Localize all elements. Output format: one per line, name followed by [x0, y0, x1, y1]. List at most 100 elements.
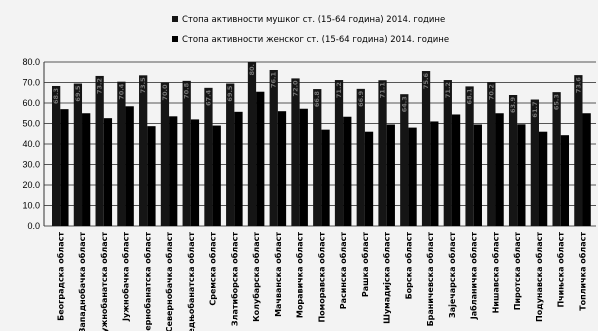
y-tick-label: 30.0	[22, 160, 40, 170]
bars	[52, 62, 591, 227]
bar-female	[125, 106, 134, 226]
x-tick-label: Јабланичка област	[469, 232, 479, 321]
data-label-male: 70.0	[161, 84, 169, 101]
x-tick-label: Расинска област	[338, 232, 348, 310]
bar-male	[204, 87, 213, 226]
bar-male	[247, 62, 257, 226]
x-tick-label: Рашка област	[360, 232, 370, 297]
bar-female	[451, 114, 461, 226]
bar-male	[530, 99, 539, 226]
bar-female	[538, 131, 548, 226]
data-label-male: 73.2	[96, 78, 104, 94]
y-tick-label: 10.0	[22, 201, 40, 211]
y-tick-label: 0.0	[27, 221, 40, 231]
legend-swatch-female	[172, 36, 178, 42]
data-label-male: 71.1	[379, 82, 387, 99]
data-label-male: 76.1	[270, 72, 278, 89]
bar-male	[52, 85, 61, 226]
y-axis: 0.0 10.0 20.0 30.0 40.0 50.0 60.0 70.0 80.0	[22, 57, 45, 231]
bar-female	[560, 135, 570, 226]
x-tick-label: Топличка област	[578, 232, 588, 311]
x-tick-label: Поморавска област	[316, 232, 326, 323]
x-tick-label: Колубарска област	[251, 232, 261, 322]
x-tick-label: Златиборска област	[229, 232, 239, 326]
bar-female	[386, 124, 395, 226]
legend: Стопа активности мушког ст. (15-64 годин…	[172, 15, 449, 45]
data-label-male: 69.5	[226, 85, 234, 102]
data-label-male: 68.3	[52, 88, 60, 104]
x-axis: Београдска област Западнобачка област Јужн…	[55, 232, 587, 331]
y-tick-label: 70.0	[22, 78, 40, 88]
data-label-male: 71.2	[444, 82, 452, 98]
y-tick-label: 80.0	[22, 57, 40, 67]
x-tick-label: Пчињска област	[556, 232, 566, 308]
legend-label-male: Стопа активности мушког ст. (15-64 годин…	[182, 15, 445, 25]
bar-male	[73, 83, 83, 227]
x-tick-label: Средњобанатска област	[186, 232, 196, 331]
x-tick-label: Сремска област	[208, 232, 218, 306]
y-tick-label: 20.0	[22, 180, 40, 190]
legend-label-female: Стопа активности женског ст. (15-64 годи…	[182, 35, 449, 45]
bar-female	[256, 91, 265, 226]
y-tick-label: 60.0	[22, 98, 40, 108]
bar-female	[495, 113, 504, 226]
bar-female	[277, 111, 287, 226]
data-label-male: 70.2	[487, 84, 495, 100]
bar-male	[95, 75, 104, 226]
x-tick-label: Моравичка област	[295, 232, 305, 318]
x-tick-label: Браничевска област	[425, 232, 435, 327]
data-label-male: 65.3	[553, 94, 561, 110]
bar-female	[147, 126, 156, 226]
x-tick-label: Шумадијска област	[382, 232, 392, 324]
bar-female	[582, 113, 591, 226]
x-tick-label: Западнобачка област	[77, 232, 87, 331]
bar-male	[139, 75, 148, 226]
x-tick-label: Јужнобанатска област	[99, 232, 109, 331]
data-label-male: 71.2	[335, 82, 343, 98]
x-tick-label: Нишавска област	[490, 232, 500, 314]
bar-male	[465, 86, 474, 227]
bar-male	[269, 69, 278, 227]
x-tick-label: Севернобачка област	[164, 232, 174, 331]
x-tick-label: Севернобанатска област	[142, 232, 152, 331]
data-label-male: 68.1	[466, 88, 474, 105]
data-label-male: 73.5	[139, 77, 147, 94]
bar-female	[60, 109, 69, 226]
data-label-male: 66.8	[313, 91, 321, 108]
x-tick-label: Београдска област	[55, 232, 65, 321]
data-label-male: 73.6	[574, 77, 582, 94]
bar-female	[234, 111, 243, 226]
bar-female	[190, 119, 200, 226]
x-tick-label: Мачванска област	[273, 232, 283, 317]
bar-male	[226, 83, 235, 227]
bar-male	[313, 89, 322, 226]
x-tick-label: Борска област	[403, 232, 413, 300]
data-label-male: 64.3	[400, 96, 408, 112]
data-label-male: 70.8	[183, 82, 191, 99]
data-label-male: 72.0	[291, 80, 299, 97]
data-labels: 68.3 69.5 73.2 70.4 73.5 70.0 70.8 67.4 69.5 80. 7…	[52, 64, 582, 118]
x-tick-label: Зајечарска област	[447, 232, 457, 318]
data-label-male: 63.9	[509, 97, 517, 114]
bar-female	[212, 125, 221, 226]
bar-male	[117, 81, 126, 227]
y-tick-label: 40.0	[22, 139, 40, 149]
bar-female	[430, 121, 439, 226]
data-label-male: 67.4	[204, 89, 212, 106]
bar-male	[356, 88, 365, 226]
bar-female	[364, 131, 374, 226]
data-label-male: 80.	[248, 64, 256, 76]
bar-female	[343, 116, 352, 226]
bar-male	[552, 92, 561, 226]
bar-male	[334, 80, 344, 226]
bar-male	[182, 80, 191, 226]
data-label-male: 69.5	[74, 85, 82, 102]
bar-female	[321, 129, 330, 226]
bar-female	[103, 118, 113, 226]
bar-female	[169, 116, 178, 226]
bar-female	[517, 124, 526, 226]
legend-swatch-male	[172, 16, 178, 22]
bar-male	[574, 75, 583, 227]
bar-female	[299, 108, 308, 226]
